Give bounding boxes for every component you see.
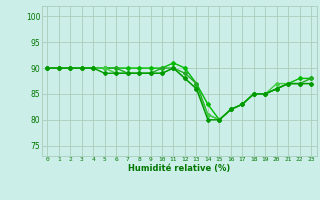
X-axis label: Humidité relative (%): Humidité relative (%) — [128, 164, 230, 173]
